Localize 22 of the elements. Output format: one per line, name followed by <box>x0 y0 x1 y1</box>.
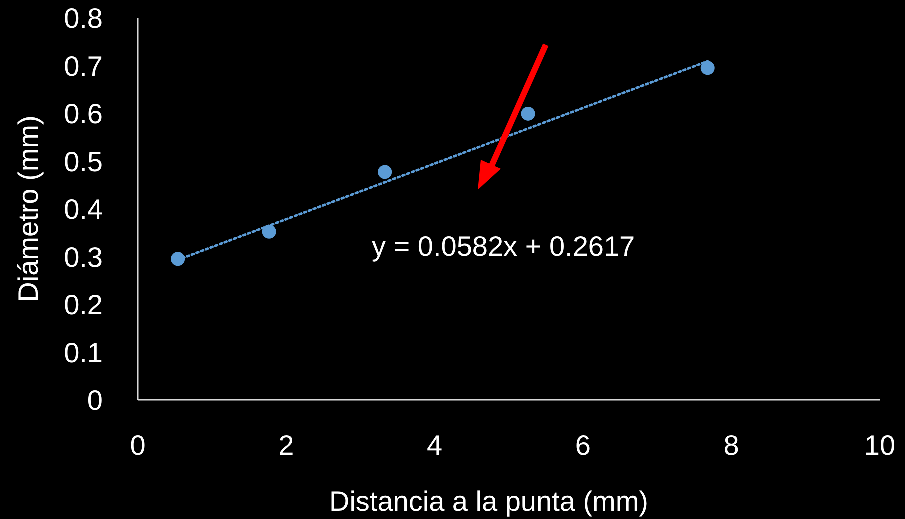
y-tick-label: 0 <box>87 385 103 416</box>
y-axis-title: Diámetro (mm) <box>13 116 44 302</box>
x-tick-label: 10 <box>864 430 896 461</box>
x-tick-label: 0 <box>130 430 146 461</box>
y-tick-label: 0.3 <box>64 242 103 273</box>
y-tick-label: 0.4 <box>64 194 103 225</box>
x-tick-label: 6 <box>575 430 591 461</box>
x-tick-label: 4 <box>427 430 443 461</box>
y-tick-label: 0.6 <box>64 98 103 130</box>
x-tick-label: 8 <box>724 430 740 461</box>
annotation: y = 0.0582x + 0.2617 <box>372 231 636 262</box>
y-tick-label: 0.2 <box>64 290 103 320</box>
point <box>700 61 715 76</box>
point <box>378 165 392 180</box>
x-axis-title: Distancia a la punta (mm) <box>329 486 649 517</box>
point <box>521 106 536 121</box>
x-tick-label: 2 <box>278 430 294 461</box>
y-tick-label: 0.8 <box>64 3 103 34</box>
y-tick-label: 0.5 <box>64 146 103 178</box>
point <box>262 224 276 239</box>
y-tick-label: 0.1 <box>64 337 103 368</box>
y-tick-label: 0.7 <box>64 50 103 82</box>
